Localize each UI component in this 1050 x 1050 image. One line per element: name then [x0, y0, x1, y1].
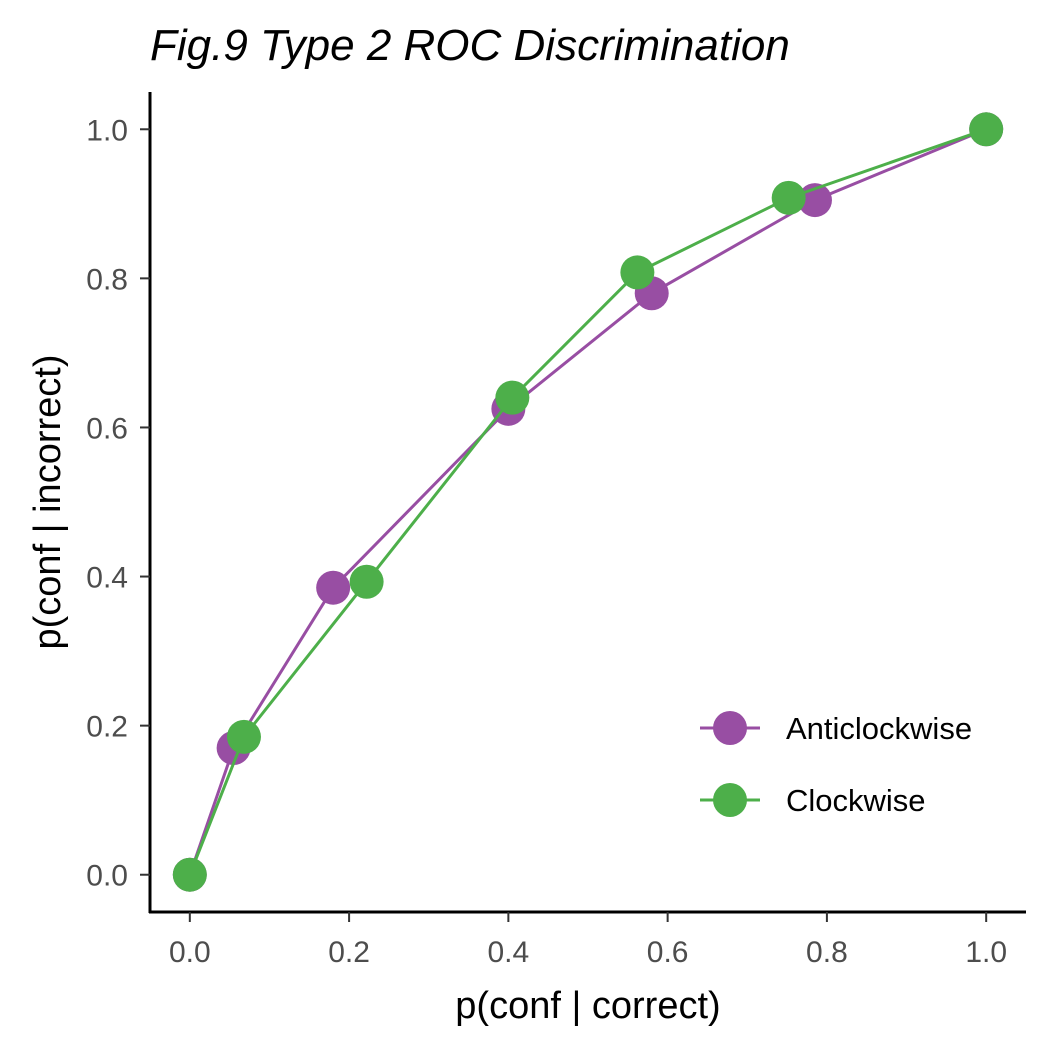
legend-marker	[713, 783, 747, 817]
legend-item-anticlockwise: Anticlockwise	[700, 711, 972, 746]
y-tick-label: 0.0	[86, 860, 128, 893]
series-line-anticlockwise	[188, 127, 987, 876]
y-tick-label: 0.4	[86, 562, 128, 595]
data-point-clockwise	[349, 564, 384, 599]
y-axis-ticks: 0.0 0.2 0.4 0.6 0.8 1.0	[86, 114, 150, 893]
data-point-clockwise	[226, 719, 261, 754]
series-clockwise	[172, 112, 1004, 892]
y-axis-label: p(conf | incorrect)	[27, 355, 69, 650]
x-tick-label: 0.4	[488, 936, 530, 969]
x-tick-label: 1.0	[965, 936, 1007, 969]
plot-area	[172, 112, 1004, 892]
data-point-anticlockwise	[316, 570, 351, 605]
legend: Anticlockwise Clockwise	[700, 711, 972, 818]
x-tick-label: 0.8	[806, 936, 848, 969]
legend-item-clockwise: Clockwise	[700, 783, 926, 818]
x-axis-label: p(conf | correct)	[455, 985, 720, 1027]
y-tick-label: 1.0	[86, 114, 128, 147]
data-point-clockwise	[172, 857, 207, 892]
legend-label: Anticlockwise	[786, 711, 972, 746]
data-point-clockwise	[771, 180, 806, 215]
series-line-clockwise	[188, 127, 987, 876]
y-tick-label: 0.6	[86, 412, 128, 445]
data-point-clockwise	[620, 255, 655, 290]
y-tick-label: 0.8	[86, 263, 128, 296]
x-tick-label: 0.0	[169, 936, 211, 969]
series-anticlockwise	[172, 112, 1004, 892]
x-tick-label: 0.2	[328, 936, 370, 969]
x-axis-ticks: 0.0 0.2 0.4 0.6 0.8 1.0	[169, 912, 1007, 969]
legend-label: Clockwise	[786, 783, 926, 818]
x-tick-label: 0.6	[647, 936, 689, 969]
chart-title: Fig.9 Type 2 ROC Discrimination	[150, 21, 790, 70]
data-point-clockwise	[969, 112, 1004, 147]
data-point-clockwise	[495, 380, 530, 415]
legend-marker	[713, 711, 747, 745]
y-tick-label: 0.2	[86, 711, 128, 744]
